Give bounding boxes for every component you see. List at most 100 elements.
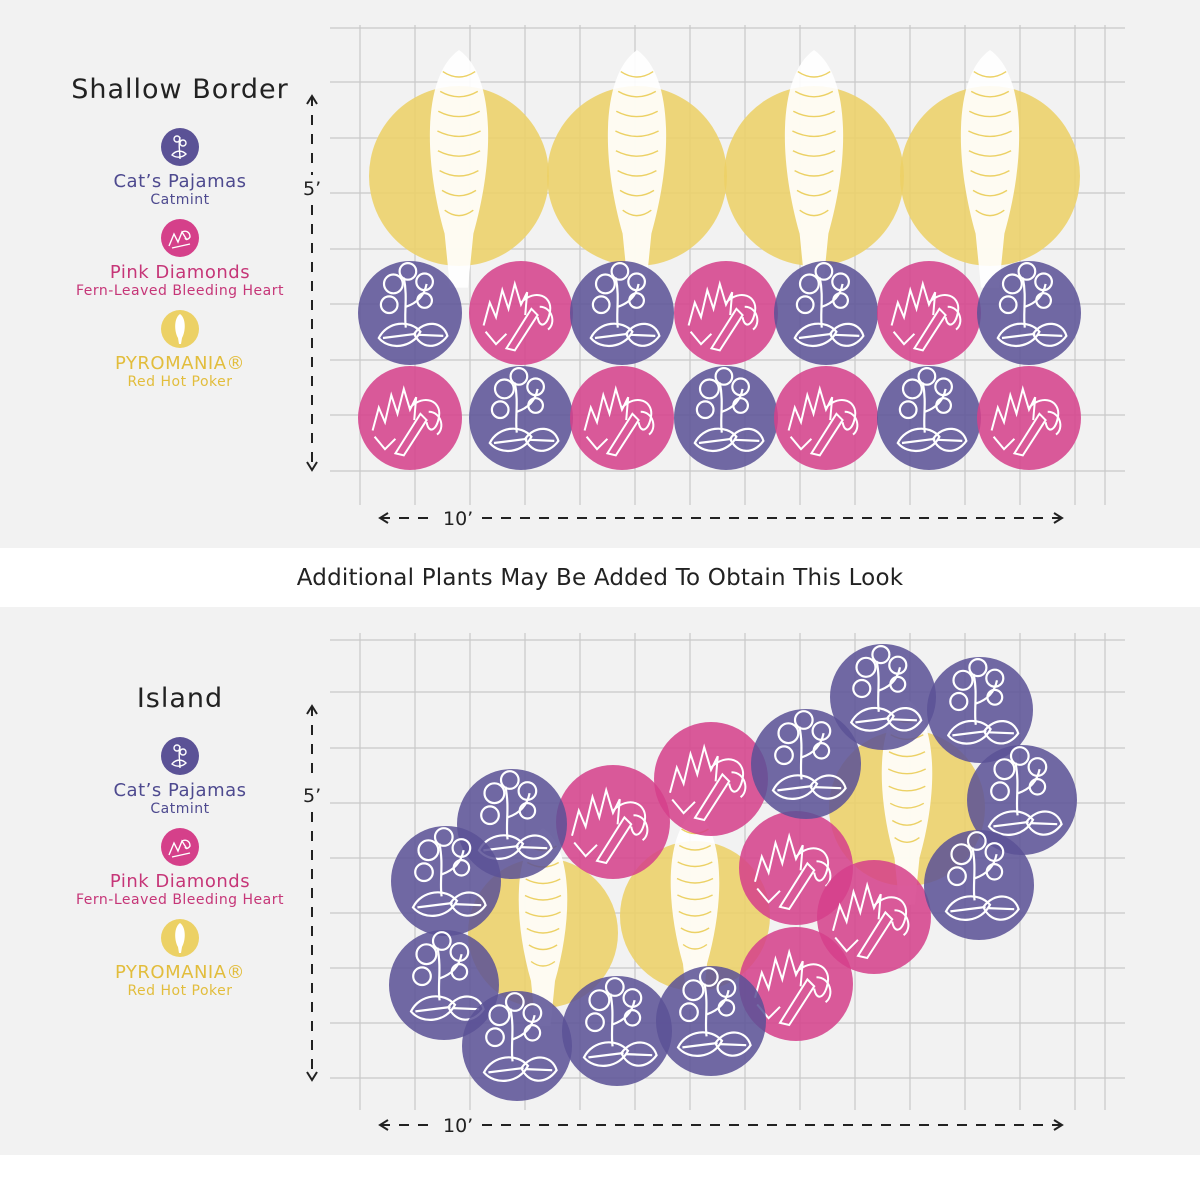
bleeding-heart-icon <box>832 881 910 960</box>
catmint-icon <box>944 831 1020 921</box>
red-hot-poker-plant <box>369 50 549 288</box>
red-hot-poker-icon <box>429 50 489 288</box>
island-diagram: 5’ 10’ <box>303 633 1125 1137</box>
catmint-plant <box>967 745 1077 855</box>
bleeding-heart-plant <box>469 261 573 365</box>
layout-title: Island <box>136 683 224 714</box>
plant-circles <box>358 50 1081 470</box>
bleeding-heart-plant <box>877 261 981 365</box>
catmint-icon <box>896 367 968 452</box>
legend-name: PYROMANIA® <box>114 353 246 374</box>
catmint-icon <box>161 128 199 166</box>
bleeding-heart-icon <box>990 385 1062 457</box>
bleeding-heart-icon <box>161 219 199 257</box>
catmint-plant <box>877 366 981 470</box>
legend-item-bleeding-heart: Pink Diamonds Fern-Leaved Bleeding Heart <box>60 827 300 908</box>
bleeding-heart-icon <box>890 280 962 352</box>
legend-name: Cat’s Pajamas <box>113 780 247 801</box>
catmint-plant <box>469 366 573 470</box>
red-hot-poker-icon <box>161 310 199 348</box>
bleeding-heart-plant <box>739 927 853 1041</box>
red-hot-poker-icon <box>161 919 199 957</box>
catmint-plant <box>358 261 462 365</box>
width-label: 10’ <box>443 508 473 530</box>
bleeding-heart-plant <box>774 366 878 470</box>
shallow-border-diagram: 5’ 10’ <box>303 25 1125 530</box>
catmint-plant <box>674 366 778 470</box>
red-hot-poker-icon <box>670 811 720 1009</box>
catmint-plant <box>656 966 766 1076</box>
bleeding-heart-plant <box>570 366 674 470</box>
bleeding-heart-icon <box>754 832 832 911</box>
width-label: 10’ <box>443 1115 473 1137</box>
legend-name: Cat’s Pajamas <box>113 171 247 192</box>
legend-name: PYROMANIA® <box>114 962 246 983</box>
shallow-border-plan: 5’ 10’ <box>300 0 1130 548</box>
legend-item-catmint: Cat’s Pajamas Catmint <box>60 736 300 817</box>
plant-circles <box>389 644 1077 1101</box>
catmint-icon <box>771 710 847 800</box>
catmint-icon <box>946 657 1020 745</box>
catmint-plant <box>391 826 501 936</box>
legend-name: Pink Diamonds <box>109 871 251 892</box>
catmint-plant <box>562 976 672 1086</box>
catmint-icon <box>161 737 199 775</box>
catmint-icon <box>849 644 923 732</box>
bleeding-heart-plant <box>817 860 931 974</box>
legend-sub: Red Hot Poker <box>127 983 233 999</box>
shallow-border-legend: Shallow Border Cat’s Pajamas Catmint Pin… <box>60 74 300 390</box>
catmint-icon <box>987 746 1063 836</box>
catmint-icon <box>482 992 558 1082</box>
island-plan: 5’ 10’ <box>300 607 1130 1155</box>
bleeding-heart-icon <box>754 948 832 1027</box>
catmint-icon <box>377 262 449 347</box>
bleeding-heart-icon <box>687 280 759 352</box>
island-legend: Island Cat’s Pajamas Catmint Pink Diamon… <box>60 683 300 999</box>
catmint-icon <box>589 262 661 347</box>
legend-item-red-hot-poker: PYROMANIA® Red Hot Poker <box>60 918 300 999</box>
red-hot-poker-plant <box>900 50 1080 288</box>
catmint-plant <box>924 830 1034 940</box>
width-dimension <box>378 1119 1064 1131</box>
catmint-plant <box>570 261 674 365</box>
legend-sub: Fern-Leaved Bleeding Heart <box>76 892 284 908</box>
legend-item-bleeding-heart: Pink Diamonds Fern-Leaved Bleeding Heart <box>60 218 300 299</box>
catmint-plant <box>751 709 861 819</box>
red-hot-poker-icon <box>607 50 667 288</box>
red-hot-poker-plant <box>620 811 770 1009</box>
bleeding-heart-icon <box>161 828 199 866</box>
banner-note: Additional Plants May Be Added To Obtain… <box>0 548 1200 607</box>
bleeding-heart-icon <box>482 280 554 352</box>
red-hot-poker-plant <box>547 50 727 288</box>
legend-sub: Catmint <box>150 192 210 208</box>
island-panel: Island Cat’s Pajamas Catmint Pink Diamon… <box>0 607 1200 1155</box>
height-dimension <box>306 94 318 472</box>
catmint-icon <box>411 827 487 917</box>
catmint-icon <box>676 967 752 1057</box>
legend-item-red-hot-poker: PYROMANIA® Red Hot Poker <box>60 309 300 390</box>
legend-name: Pink Diamonds <box>109 262 251 283</box>
catmint-plant <box>927 657 1033 763</box>
bleeding-heart-icon <box>583 385 655 457</box>
catmint-plant <box>462 991 572 1101</box>
bleeding-heart-plant <box>358 366 462 470</box>
bleeding-heart-icon <box>371 385 443 457</box>
red-hot-poker-icon <box>784 50 844 288</box>
shallow-border-panel: Shallow Border Cat’s Pajamas Catmint Pin… <box>0 0 1200 548</box>
catmint-icon <box>582 977 658 1067</box>
catmint-icon <box>793 262 865 347</box>
red-hot-poker-plant <box>724 50 904 288</box>
height-label: 5’ <box>303 785 321 807</box>
bleeding-heart-icon <box>571 786 649 865</box>
legend-sub: Catmint <box>150 801 210 817</box>
catmint-icon <box>693 367 765 452</box>
legend-item-catmint: Cat’s Pajamas Catmint <box>60 127 300 208</box>
legend-sub: Red Hot Poker <box>127 374 233 390</box>
height-label: 5’ <box>303 178 321 200</box>
catmint-icon <box>996 262 1068 347</box>
height-dimension <box>306 704 318 1082</box>
bleeding-heart-icon <box>669 743 747 822</box>
width-dimension <box>378 512 1064 524</box>
bleeding-heart-plant <box>977 366 1081 470</box>
bleeding-heart-plant <box>674 261 778 365</box>
